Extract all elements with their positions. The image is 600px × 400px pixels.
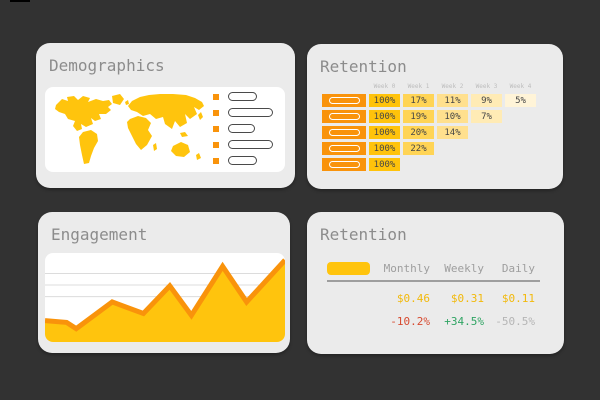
legend-bar xyxy=(228,156,257,165)
legend-swatch-icon xyxy=(213,125,219,132)
legend-bar xyxy=(228,140,273,149)
cohort-cell: 17% xyxy=(403,94,434,107)
stats-column-header: Monthly xyxy=(383,261,430,275)
cohort-table: Week 0 Week 1 Week 2 Week 3 Week 4 100% … xyxy=(322,82,536,171)
card-title-engagement: Engagement xyxy=(51,225,148,244)
cohort-cell: 7% xyxy=(471,110,502,123)
cohort-cell: 11% xyxy=(437,94,468,107)
card-title-demographics: Demographics xyxy=(49,56,165,75)
engagement-panel xyxy=(45,253,285,342)
cohort-row-label xyxy=(322,126,366,139)
world-map xyxy=(55,94,204,164)
cohort-cell: 19% xyxy=(403,110,434,123)
cohort-row-label xyxy=(322,110,366,123)
retention-cohort-card[interactable]: Retention Week 0 Week 1 Week 2 Week 3 We… xyxy=(307,44,563,189)
legend-bar xyxy=(228,92,257,101)
engagement-area-chart xyxy=(45,258,285,342)
cohort-column-header: Week 0 xyxy=(373,83,396,90)
cohort-cell: 100% xyxy=(369,126,400,139)
cohort-label-pill xyxy=(328,145,360,152)
cohort-row-label xyxy=(322,142,366,155)
legend-swatch-icon xyxy=(213,109,219,116)
cohort-cell: 100% xyxy=(369,110,400,123)
legend-item xyxy=(213,108,273,117)
cohort-row: 100% 19% 10% 7% xyxy=(322,110,536,123)
cohort-header-row: Week 0 Week 1 Week 2 Week 3 Week 4 xyxy=(322,82,536,91)
cohort-row: 100% 17% 11% 9% 5% xyxy=(322,94,536,107)
cohort-cell: 100% xyxy=(369,94,400,107)
legend-item xyxy=(213,92,273,101)
top-edge-mark xyxy=(10,0,30,2)
cohort-cell: 10% xyxy=(437,110,468,123)
stats-cell: -10.2% xyxy=(390,314,430,328)
cohort-column-header: Week 2 xyxy=(441,83,464,90)
cohort-cell: 100% xyxy=(369,142,400,155)
cohort-cell: 100% xyxy=(369,158,400,171)
legend-item xyxy=(213,140,273,149)
retention-stats-card[interactable]: Retention Monthly Weekly Daily $0.46 $0.… xyxy=(307,212,564,354)
cohort-row: 100% 20% 14% xyxy=(322,126,536,139)
demographics-panel xyxy=(45,87,285,172)
cohort-cell: 22% xyxy=(403,142,434,155)
legend-swatch-icon xyxy=(213,93,219,100)
stats-row-deltas: -10.2% +34.5% -50.5% xyxy=(327,314,540,328)
cohort-cell: 20% xyxy=(403,126,434,139)
legend-bar xyxy=(228,124,255,133)
stats-cell: +34.5% xyxy=(444,314,484,328)
cohort-cell: 14% xyxy=(437,126,468,139)
demographics-card[interactable]: Demographics xyxy=(36,43,295,188)
cohort-column-header: Week 3 xyxy=(475,83,498,90)
stats-cell: $0.11 xyxy=(501,291,535,305)
stats-column-header: Weekly xyxy=(444,261,484,275)
cohort-row-label xyxy=(322,94,366,107)
stats-row-values: $0.46 $0.31 $0.11 xyxy=(327,291,540,305)
card-title-retention-cohort: Retention xyxy=(320,57,407,76)
legend-swatch-icon xyxy=(213,141,219,148)
legend-bar xyxy=(228,108,273,117)
legend-swatch-icon xyxy=(213,157,219,164)
cohort-cell: 9% xyxy=(471,94,502,107)
cohort-row: 100% xyxy=(322,158,536,171)
legend-item xyxy=(213,124,273,133)
engagement-card[interactable]: Engagement xyxy=(38,212,290,353)
legend-item xyxy=(213,156,273,165)
cohort-column-header: Week 4 xyxy=(509,83,532,90)
stats-cell: $0.31 xyxy=(450,291,484,305)
stats-table: Monthly Weekly Daily $0.46 $0.31 $0.11 -… xyxy=(327,261,540,328)
cohort-label-pill xyxy=(328,113,360,120)
stats-cell: -50.5% xyxy=(495,314,535,328)
stats-header-row: Monthly Weekly Daily xyxy=(327,261,540,275)
cohort-cell: 5% xyxy=(505,94,536,107)
card-title-retention-stats: Retention xyxy=(320,225,407,244)
cohort-column-header: Week 1 xyxy=(407,83,430,90)
cohort-row: 100% 22% xyxy=(322,142,536,155)
stats-swatch xyxy=(327,261,370,275)
cohort-label-pill xyxy=(328,129,360,136)
stats-column-header: Daily xyxy=(501,261,535,275)
demographics-legend xyxy=(213,92,273,165)
stats-cell: $0.46 xyxy=(396,291,430,305)
cohort-row-label xyxy=(322,158,366,171)
divider xyxy=(327,280,540,282)
cohort-label-pill xyxy=(328,97,360,104)
cohort-label-pill xyxy=(328,161,360,168)
